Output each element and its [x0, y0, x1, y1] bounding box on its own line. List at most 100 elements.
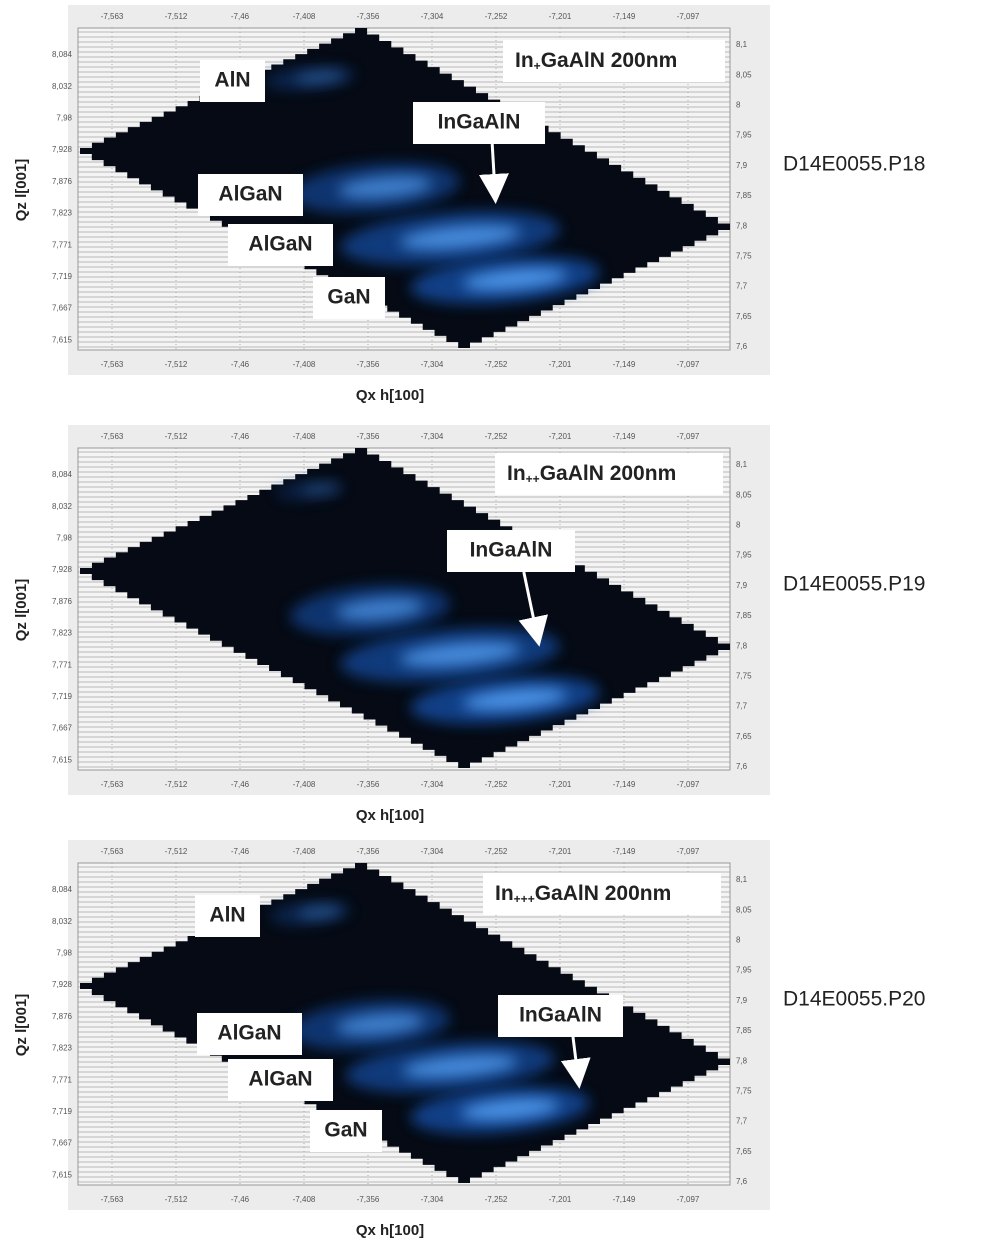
y2-tick-label: 7,7 [736, 702, 748, 711]
annotation-arrow [560, 1036, 591, 1089]
y2-tick-label: 7,7 [736, 282, 748, 291]
y2-tick-label: 7,8 [736, 641, 748, 650]
x-tick-label: -7,304 [421, 780, 444, 789]
x-tick-label: -7,512 [165, 847, 188, 856]
y2-tick-label: 8 [736, 101, 741, 110]
x-tick-label: -7,356 [357, 432, 380, 441]
sample-id: D14E0055.P20 [783, 988, 925, 1011]
x-tick-label: -7,252 [485, 12, 508, 21]
y2-tick-label: 7,9 [736, 581, 748, 590]
y-tick-label: 7,928 [52, 565, 73, 574]
annotation: AlN [214, 69, 250, 92]
annotation: AlGaN [218, 183, 282, 206]
x-tick-label: -7,252 [485, 432, 508, 441]
y-tick-label: 8,084 [52, 885, 73, 894]
sample-id: D14E0055.P19 [783, 573, 925, 596]
x-tick-label: -7,563 [101, 1195, 124, 1204]
y2-tick-label: 7,75 [736, 1087, 752, 1096]
x-tick-label: -7,097 [677, 12, 700, 21]
annotation-box [228, 224, 333, 266]
y-tick-label: 7,876 [52, 177, 73, 186]
annotation: InGaAlN [438, 111, 521, 134]
y2-tick-label: 7,8 [736, 1056, 748, 1065]
title-prefix: In [507, 462, 526, 485]
y-tick-label: 8,084 [52, 50, 73, 59]
title-suffix: GaAlN 200nm [540, 462, 677, 485]
y-tick-label: 8,032 [52, 502, 73, 511]
y2-tick-label: 7,9 [736, 996, 748, 1005]
y-tick-label: 7,823 [52, 629, 73, 638]
x-tick-label: -7,201 [549, 360, 572, 369]
y-axis-label: Qz l[001] [13, 994, 30, 1057]
annotation-box [413, 102, 545, 144]
x-tick-label: -7,512 [165, 12, 188, 21]
x-tick-label: -7,252 [485, 780, 508, 789]
y-tick-label: 8,032 [52, 917, 73, 926]
y-tick-label: 7,771 [52, 240, 73, 249]
x-tick-label: -7,304 [421, 847, 444, 856]
title-subscript: + [534, 59, 541, 73]
x-tick-label: -7,46 [231, 12, 250, 21]
x-tick-label: -7,304 [421, 360, 444, 369]
x-tick-label: -7,512 [165, 360, 188, 369]
panel: -7,563 -7,512 -7,46 -7,408 -7,356 -7,304 -7,25… [13, 425, 925, 824]
y2-tick-label: 8,05 [736, 70, 752, 79]
x-tick-label: -7,46 [231, 847, 250, 856]
x-tick-label: -7,252 [485, 847, 508, 856]
x-tick-label: -7,46 [231, 780, 250, 789]
sample-id: D14E0055.P18 [783, 153, 925, 176]
x-tick-label: -7,304 [421, 12, 444, 21]
y-tick-label: 7,98 [56, 534, 72, 543]
intensity-core [462, 688, 568, 710]
y-tick-label: 7,719 [52, 1107, 73, 1116]
intensity-core [399, 641, 521, 667]
annotation-box [447, 530, 575, 572]
x-tick-label: -7,512 [165, 432, 188, 441]
annotation: GaN [327, 286, 370, 309]
intensity-core [399, 224, 521, 250]
annotation: AlGaN [248, 233, 312, 256]
x-tick-label: -7,149 [613, 12, 636, 21]
x-tick-label: -7,408 [293, 12, 316, 21]
intensity-core [295, 71, 345, 83]
x-tick-label: -7,097 [677, 360, 700, 369]
y-axis-label: Qz l[001] [13, 159, 30, 222]
x-tick-label: -7,304 [421, 432, 444, 441]
x-tick-label: -7,201 [549, 12, 572, 21]
x-tick-label: -7,408 [293, 780, 316, 789]
annotation-arrow [478, 143, 509, 204]
x-tick-label: -7,46 [231, 1195, 250, 1204]
y2-tick-label: 8 [736, 936, 741, 945]
y2-tick-label: 8 [736, 521, 741, 530]
annotation-box [310, 1110, 382, 1152]
y-axis-label: Qz l[001] [13, 579, 30, 642]
y-tick-label: 7,667 [52, 724, 73, 733]
x-tick-label: -7,356 [357, 360, 380, 369]
intensity-core [338, 175, 432, 199]
x-axis-label: Qx h[100] [356, 807, 424, 824]
title-subscript: +++ [514, 892, 535, 906]
x-tick-label: -7,46 [231, 432, 250, 441]
annotation: InGaAlN [519, 1004, 602, 1027]
y2-tick-label: 7,95 [736, 131, 752, 140]
x-tick-label: -7,304 [421, 1195, 444, 1204]
y-tick-label: 8,032 [52, 82, 73, 91]
panel-title: In++GaAlN 200nm [507, 462, 676, 487]
annotation-box [313, 277, 385, 319]
y2-tick-label: 8,05 [736, 905, 752, 914]
y-tick-label: 7,823 [52, 209, 73, 218]
x-tick-label: -7,563 [101, 360, 124, 369]
annotation: AlGaN [248, 1068, 312, 1091]
y2-tick-label: 7,65 [736, 312, 752, 321]
y2-tick-label: 7,6 [736, 762, 748, 771]
annotation-box [198, 174, 303, 216]
x-tick-label: -7,201 [549, 847, 572, 856]
annotation: InGaAlN [470, 539, 553, 562]
x-tick-label: -7,097 [677, 780, 700, 789]
x-tick-label: -7,563 [101, 847, 124, 856]
intensity-core [300, 484, 340, 494]
y-tick-label: 7,771 [52, 1075, 73, 1084]
y-tick-label: 7,667 [52, 304, 73, 313]
